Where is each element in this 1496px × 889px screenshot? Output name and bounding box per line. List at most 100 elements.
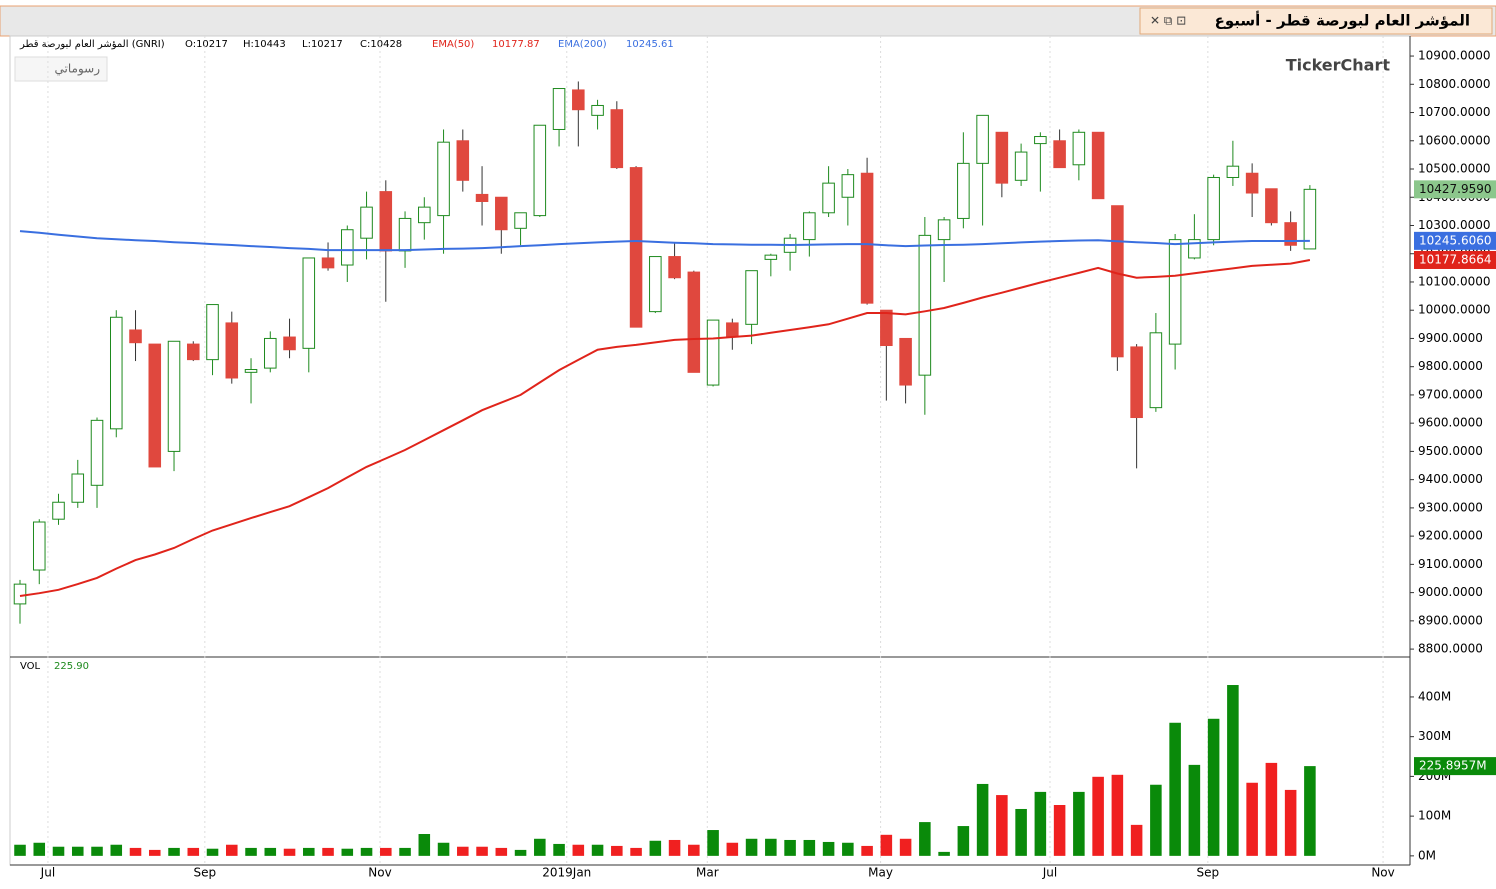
header-low: L:10217	[302, 39, 343, 50]
candle-body	[129, 329, 142, 344]
volume-bar	[630, 847, 642, 856]
candle-body	[629, 167, 643, 328]
y-tick-label: 9000.0000	[1418, 585, 1483, 599]
candle-body	[302, 257, 316, 349]
volume-bar	[880, 834, 893, 856]
y-tick-label: 9400.0000	[1418, 472, 1483, 486]
candle-body	[1265, 188, 1278, 224]
volume-bar	[418, 834, 431, 856]
x-tick-label: 2019Jan	[542, 866, 591, 880]
candle-body	[976, 114, 989, 164]
volume-bar	[110, 844, 123, 856]
candle-body	[1130, 346, 1143, 419]
candle-body	[90, 419, 104, 486]
volume-bar	[1169, 722, 1181, 856]
volume-bar	[688, 844, 700, 856]
x-tick-label: Sep	[1197, 866, 1220, 880]
candle-body	[745, 270, 758, 325]
chart-title: المؤشر العام لبورصة قطر - أسبوع	[1215, 11, 1470, 30]
window-controls[interactable]: ✕ ⧉ ⊡	[1150, 14, 1186, 28]
volume-bar	[938, 851, 950, 856]
x-tick-label: Nov	[368, 866, 391, 880]
candle-body	[283, 336, 296, 351]
volume-bar	[976, 783, 989, 856]
volume-bar	[52, 846, 65, 856]
x-tick-label: Jul	[40, 866, 55, 880]
candle-body	[552, 88, 566, 130]
candle-body	[437, 141, 450, 217]
x-tick-label: Jul	[1042, 866, 1057, 880]
y-tick-label: 10700.0000	[1418, 105, 1491, 119]
volume-bar	[360, 847, 373, 856]
volume-bar	[591, 844, 604, 856]
volume-bar	[1304, 766, 1316, 856]
candle-body	[860, 172, 874, 304]
candle-body	[1303, 188, 1317, 250]
candle-body	[71, 473, 85, 503]
volume-bar	[1111, 774, 1124, 856]
candle-body	[1053, 140, 1066, 169]
brand: TickerChart	[1286, 56, 1391, 75]
volume-bar	[1092, 776, 1104, 856]
volume-bar	[572, 844, 585, 856]
x-tick-label: Nov	[1371, 866, 1394, 880]
volume-bar	[264, 847, 277, 856]
volume-bar	[206, 848, 219, 856]
drawings-button-label[interactable]: رسوماتي	[55, 62, 101, 77]
candle-body	[514, 212, 527, 229]
volume-bar	[168, 847, 180, 856]
y-tick-label: 9800.0000	[1418, 359, 1483, 373]
header-symbol: المؤشر العام لبورصة قطر (GNRI)	[19, 39, 165, 50]
candle-body	[995, 131, 1009, 184]
last-price-label: 10427.9590	[1419, 182, 1492, 196]
candle-body	[398, 217, 412, 252]
candle-body	[1072, 131, 1086, 166]
header-close: C:10428	[360, 39, 402, 50]
candle-body	[456, 140, 470, 181]
volume-bar	[187, 847, 200, 856]
legend-value: 10177.87	[492, 39, 540, 50]
candle-body	[225, 322, 239, 379]
candle-body	[1168, 239, 1182, 345]
volume-bar	[611, 845, 623, 856]
candle-body	[610, 109, 624, 169]
volume-bar	[726, 842, 739, 856]
y-tick-label: 10000.0000	[1418, 303, 1491, 317]
candle-body	[687, 271, 701, 373]
last-price-box	[1414, 180, 1496, 199]
candle-body	[918, 234, 932, 376]
candle-body	[1111, 205, 1124, 358]
volume-bar	[1284, 789, 1297, 856]
candle-body	[533, 124, 547, 217]
candle-body	[899, 337, 912, 386]
y-tick-label: 9100.0000	[1418, 557, 1483, 571]
x-tick-label: Sep	[194, 866, 217, 880]
candle-body	[264, 337, 277, 369]
candle-body	[1207, 176, 1220, 241]
y-tick-label: 9300.0000	[1418, 500, 1483, 514]
y-tick-label: 10500.0000	[1418, 162, 1491, 176]
candle-body	[13, 583, 27, 605]
y-tick-label: 9900.0000	[1418, 331, 1483, 345]
volume-bar	[1015, 808, 1027, 856]
candle-body	[591, 104, 604, 116]
volume-bar	[399, 847, 411, 856]
ema-value-box	[1414, 231, 1496, 250]
volume-bar	[129, 847, 142, 856]
candle-body	[360, 206, 373, 239]
volume-bar	[148, 849, 161, 856]
candle-body	[167, 340, 181, 452]
candle-body	[1034, 136, 1047, 145]
volume-bar	[1073, 791, 1085, 856]
candle-body	[1284, 222, 1297, 246]
candle-body	[957, 162, 970, 219]
drawings-button[interactable]	[14, 56, 108, 82]
candle-body	[764, 254, 778, 260]
y-tick-label: 8800.0000	[1418, 642, 1483, 656]
volume-bar	[1188, 764, 1201, 856]
candle-body	[706, 319, 720, 386]
candle-body	[726, 322, 739, 338]
y-tick-label: 9200.0000	[1418, 529, 1483, 543]
